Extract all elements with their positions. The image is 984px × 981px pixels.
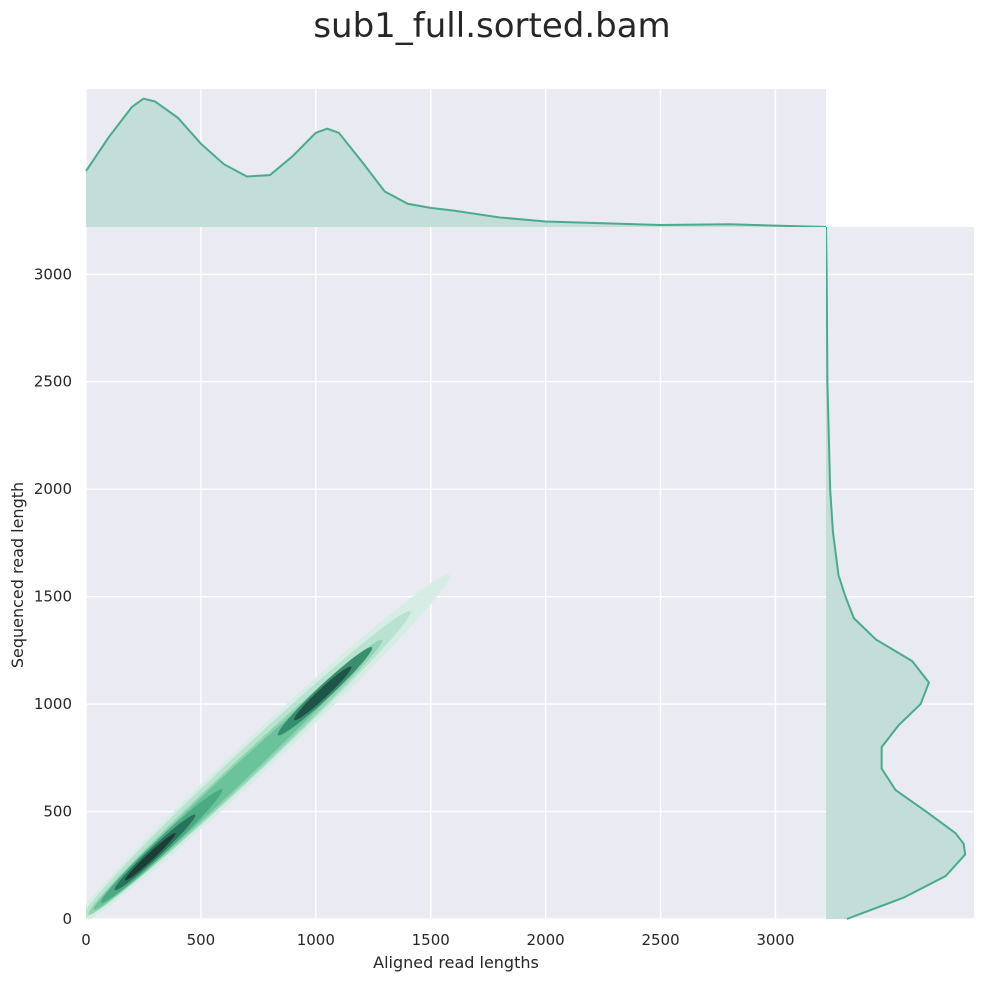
top-kde-line bbox=[85, 97, 827, 228]
y-tick-label: 500 bbox=[43, 803, 72, 821]
right-kde-fill bbox=[826, 227, 966, 919]
chart-title: sub1_full.sorted.bam bbox=[313, 6, 670, 46]
joint-plot-panel: 0 500 1000 1500 2000 2500 3000 0 500 1000 1500 2000… bbox=[34, 227, 826, 949]
y-axis-label: Sequenced read length bbox=[8, 482, 27, 668]
joint-kde-contours bbox=[86, 574, 450, 919]
x-tick-label: 0 bbox=[81, 931, 91, 949]
x-tick-label: 1000 bbox=[297, 931, 335, 949]
x-tick-label: 2500 bbox=[641, 931, 679, 949]
x-tick-label: 2000 bbox=[527, 931, 565, 949]
x-tick-label: 1500 bbox=[412, 931, 450, 949]
y-tick-label: 1500 bbox=[34, 588, 72, 606]
right-kde-line bbox=[825, 226, 967, 920]
y-tick-label: 3000 bbox=[34, 265, 72, 283]
kde-contour-level bbox=[293, 666, 352, 721]
y-tick-label: 2000 bbox=[34, 480, 72, 498]
y-tick-label: 0 bbox=[62, 910, 72, 928]
right-marginal-panel bbox=[825, 226, 974, 920]
y-tick-label: 1000 bbox=[34, 695, 72, 713]
y-tick-label: 2500 bbox=[34, 373, 72, 391]
top-marginal-panel bbox=[85, 89, 827, 228]
kde-contour-level bbox=[125, 832, 176, 881]
x-axis-label: Aligned read lengths bbox=[373, 953, 539, 972]
x-tick-label: 500 bbox=[187, 931, 216, 949]
top-kde-fill bbox=[86, 98, 826, 227]
x-tick-label: 3000 bbox=[756, 931, 794, 949]
